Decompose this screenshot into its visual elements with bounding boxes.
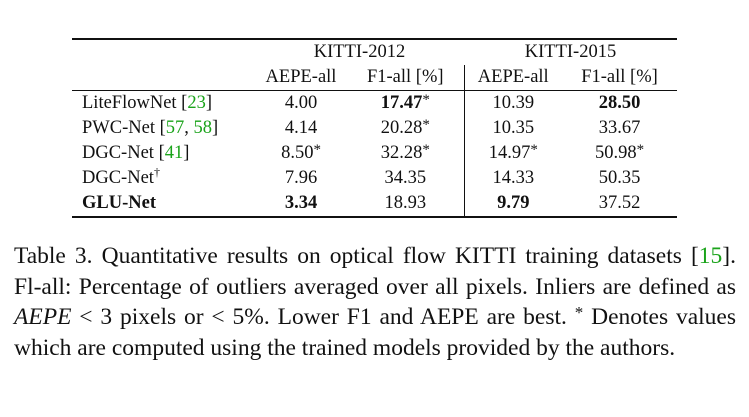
value-cell: 17.47*: [347, 90, 464, 116]
value: 9.79: [497, 193, 530, 213]
subheader-empty: [72, 65, 255, 91]
value-cell: 9.79: [463, 191, 562, 218]
method-name: DGC-Net: [82, 143, 154, 163]
table-row: DGC-Net [41] 8.50* 32.28* 14.97* 50.98*: [72, 141, 677, 166]
value: 8.50: [281, 143, 314, 163]
method-name-cell: PWC-Net [57, 58]: [82, 118, 219, 138]
method-name-cell: DGC-Net†: [72, 166, 255, 191]
subheader-f1-2012: F1-all [%]: [366, 67, 444, 87]
subheader-f1-2015: F1-all [%]: [581, 67, 658, 87]
value-cell: 8.50*: [255, 141, 347, 166]
value: 3.34: [284, 193, 318, 213]
value: 33.67: [598, 118, 641, 138]
value-cell: 34.35: [347, 166, 464, 191]
asterisk-mark: *: [422, 142, 430, 158]
method-name-cell: GLU-Net: [72, 191, 255, 218]
value-cell: 28.50: [562, 90, 677, 116]
value: 37.52: [598, 193, 641, 213]
value: 34.35: [384, 168, 427, 188]
method-name: GLU-Net: [82, 193, 156, 213]
value-cell: 4.14: [255, 116, 347, 141]
citation-link[interactable]: 41: [164, 143, 184, 163]
value-cell: 32.28*: [347, 141, 464, 166]
asterisk-mark: *: [422, 92, 430, 108]
value: 50.98: [594, 143, 637, 163]
value-cell: 50.35: [562, 166, 677, 191]
value: 4.00: [284, 93, 318, 113]
value: 14.33: [492, 168, 535, 188]
value-cell: 4.00: [255, 90, 347, 116]
subheader-row: AEPE-all F1-all [%] AEPE-all F1-all [%]: [72, 65, 677, 91]
method-name: PWC-Net: [82, 118, 155, 138]
method-name-cell: LiteFlowNet [23]: [72, 90, 255, 116]
table-row: LiteFlowNet [23] 4.00 17.47* 10.39 28.50: [72, 90, 677, 116]
value: 20.28: [380, 118, 423, 138]
subheader-aepe-2012: AEPE-all: [265, 67, 337, 87]
table-row: PWC-Net [57, 58] 4.14 20.28* 10.35 33.67: [72, 116, 677, 141]
citation-link[interactable]: 57: [165, 118, 185, 138]
value-cell: 3.34: [255, 191, 347, 218]
header-empty: [72, 38, 255, 65]
group-header-row: KITTI-2012 KITTI-2015: [72, 38, 677, 65]
value: 32.28: [380, 143, 423, 163]
table-row: DGC-Net† 7.96 34.35 14.33 50.35: [72, 166, 677, 191]
subheader-aepe-2015: AEPE-all: [463, 65, 562, 91]
group-header-kitti-2012: KITTI-2012: [255, 38, 464, 65]
asterisk-mark: *: [530, 142, 538, 158]
value-cell: 50.98*: [562, 141, 677, 166]
value-cell: 20.28*: [347, 116, 464, 141]
value-cell: 14.97*: [463, 141, 562, 166]
value-cell: 18.93: [347, 191, 464, 218]
value-cell: 10.35: [463, 116, 562, 141]
results-table: KITTI-2012 KITTI-2015 AEPE-all F1-all [%…: [72, 38, 677, 218]
value: 17.47: [380, 93, 423, 113]
results-table-body: LiteFlowNet [23] 4.00 17.47* 10.39 28.50 PWC-…: [72, 90, 677, 218]
value: 28.50: [598, 93, 641, 113]
value: 4.14: [284, 118, 318, 138]
value: 7.96: [284, 168, 318, 188]
dagger-mark: †: [153, 165, 160, 179]
value: 18.93: [384, 193, 427, 213]
method-name: LiteFlowNet: [82, 93, 177, 113]
table-row: GLU-Net 3.34 18.93 9.79 37.52: [72, 191, 677, 218]
value-cell: 7.96: [255, 166, 347, 191]
group-header-kitti-2015: KITTI-2015: [464, 38, 677, 65]
citation-link[interactable]: 23: [187, 93, 206, 113]
method-name-cell: DGC-Net [41]: [82, 143, 190, 163]
value: 50.35: [598, 168, 641, 188]
method-name: DGC-Net: [82, 168, 154, 188]
asterisk-mark: *: [636, 142, 645, 158]
asterisk-mark: *: [422, 117, 430, 133]
value-cell: 37.52: [562, 191, 677, 218]
value-cell: 33.67: [562, 116, 677, 141]
value: 14.97: [488, 143, 531, 163]
value-cell: 14.33: [463, 166, 562, 191]
table-caption: Table 3. Quantitative results on optical…: [14, 243, 736, 361]
value-cell: 10.39: [463, 90, 562, 116]
citation-link[interactable]: 15: [698, 243, 723, 269]
asterisk-mark: *: [313, 142, 321, 158]
value: 10.35: [492, 118, 535, 138]
citation-link[interactable]: 58: [193, 118, 213, 138]
value: 10.39: [492, 93, 535, 113]
